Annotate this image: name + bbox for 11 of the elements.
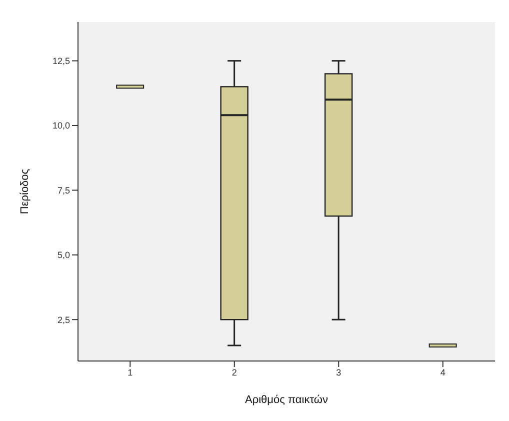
y-tick-label: 7,5	[57, 185, 70, 196]
y-tick-label: 10,0	[52, 120, 70, 131]
x-tick-label: 4	[440, 367, 446, 378]
x-tick-label: 3	[336, 367, 342, 378]
y-tick-label: 5,0	[57, 250, 70, 260]
y-axis-title: Περίοδος	[18, 168, 31, 214]
x-tick-label: 1	[128, 367, 133, 378]
y-tick-label: 12,5	[52, 56, 70, 66]
x-tick-label: 2	[232, 367, 237, 378]
x-axis-title: Αριθμός παικτών	[245, 394, 328, 406]
y-tick-label: 2,5	[57, 314, 70, 325]
